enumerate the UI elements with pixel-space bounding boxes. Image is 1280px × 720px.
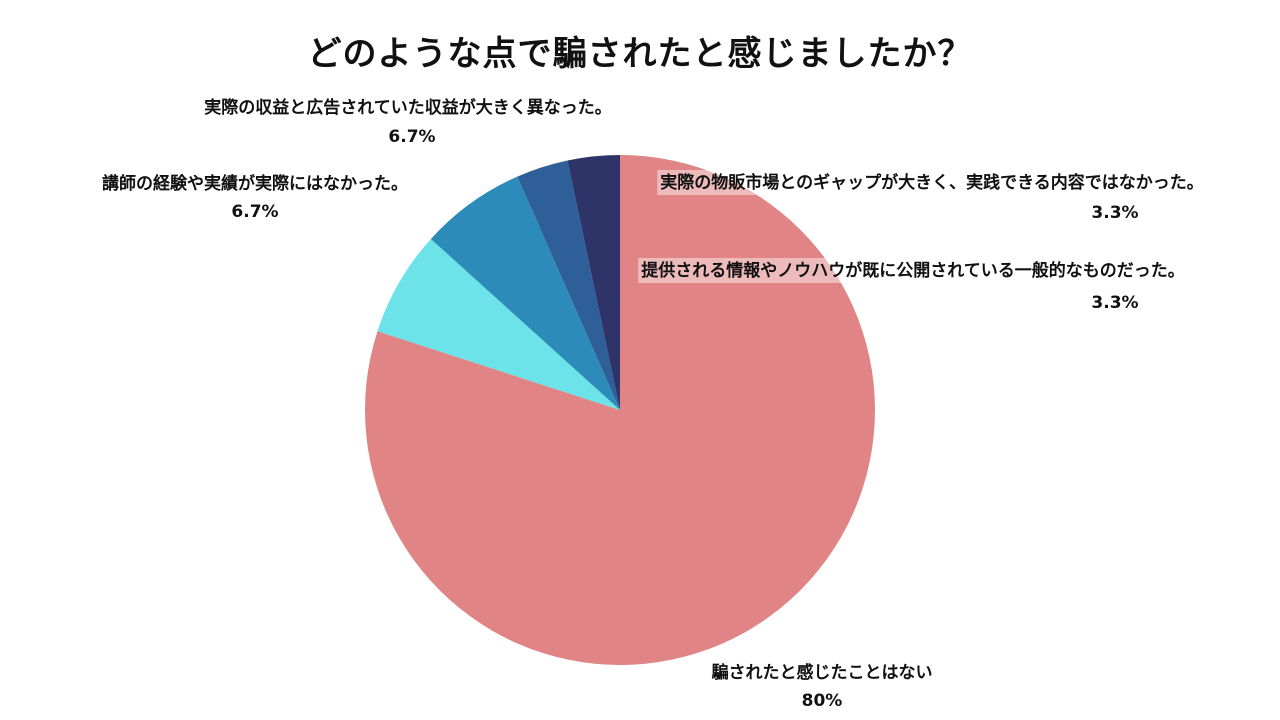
slice-label-2: 実際の収益と広告されていた収益が大きく異なった。 — [204, 97, 612, 118]
pie-slice-4 — [567, 155, 620, 410]
slice-percent-0: 80% — [802, 691, 843, 711]
chart-title: どのような点で騙されたと感じましたか？ — [307, 34, 973, 74]
slice-label-1: 講師の経験や実績が実際にはなかった。 — [102, 173, 408, 194]
slice-percent-4: 3.3% — [1091, 203, 1138, 223]
slice-label-3: 提供される情報やノウハウが既に公開されている一般的なものだった。 — [641, 260, 1185, 281]
pie-slice-1 — [377, 238, 620, 410]
slice-label-4: 実際の物販市場とのギャップが大きく、実践できる内容ではなかった。 — [660, 172, 1204, 193]
slice-percent-3: 3.3% — [1091, 293, 1138, 313]
pie-slice-3 — [517, 160, 620, 410]
pie-slice-0 — [364, 155, 875, 666]
slice-label-0: 騙されたと感じたことはない — [712, 662, 933, 683]
pie-slice-2 — [430, 176, 620, 410]
slice-label-bg-3 — [638, 258, 1188, 283]
slice-percent-1: 6.7% — [231, 202, 278, 222]
slice-percent-2: 6.7% — [388, 127, 435, 147]
slice-label-bg-4 — [657, 170, 1207, 195]
